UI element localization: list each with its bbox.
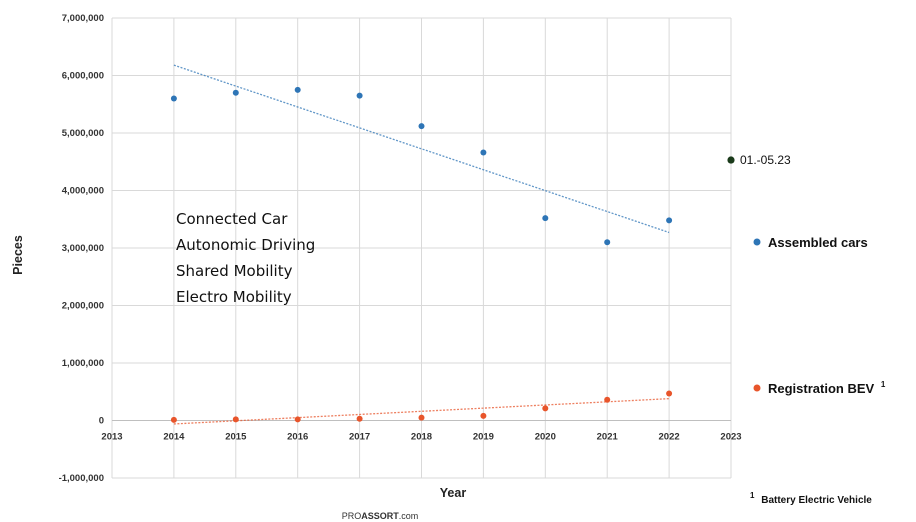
x-tick-label: 2016 bbox=[287, 432, 308, 443]
x-tick-label: 2018 bbox=[411, 432, 432, 443]
data-point bbox=[170, 416, 177, 423]
y-tick-label: 1,000,000 bbox=[62, 358, 104, 369]
data-points bbox=[170, 86, 735, 423]
footnote: 1 Battery Electric Vehicle bbox=[750, 490, 872, 506]
legend-sup: 1 bbox=[881, 380, 886, 389]
data-point bbox=[170, 95, 177, 102]
data-point bbox=[232, 416, 239, 423]
x-tick-label: 2019 bbox=[473, 432, 494, 443]
y-tick-label: 6,000,000 bbox=[62, 71, 104, 82]
legend-label-assembled: Assembled cars bbox=[768, 235, 868, 250]
data-point bbox=[666, 390, 673, 397]
legend: Assembled cars Registration BEV 1 bbox=[753, 235, 886, 396]
footnote-sup: 1 bbox=[750, 491, 755, 500]
y-tick-label: 7,000,000 bbox=[62, 13, 104, 24]
data-point bbox=[480, 412, 487, 419]
x-tick-label: 2022 bbox=[659, 432, 680, 443]
x-tick-label: 2020 bbox=[535, 432, 556, 443]
annotation-line: Autonomic Driving bbox=[176, 236, 315, 254]
legend-marker-assembled bbox=[753, 238, 761, 246]
data-point bbox=[604, 396, 611, 403]
x-axis-title: Year bbox=[440, 486, 467, 500]
data-point bbox=[666, 217, 673, 224]
data-point bbox=[356, 415, 363, 422]
data-point bbox=[480, 149, 487, 156]
source-prefix: PRO bbox=[342, 511, 362, 521]
data-point bbox=[604, 239, 611, 246]
x-tick-label: 2014 bbox=[163, 432, 185, 443]
source-credit: PROASSORT.com bbox=[342, 511, 419, 521]
trendline bbox=[173, 398, 670, 425]
data-point bbox=[294, 86, 301, 93]
y-tick-labels: 7,000,000 6,000,000 5,000,000 4,000,000 3,00… bbox=[59, 13, 104, 484]
y-tick-label: 0 bbox=[99, 416, 104, 427]
source-suffix: .com bbox=[399, 511, 419, 521]
data-point bbox=[232, 89, 239, 96]
annotation-line: Electro Mobility bbox=[176, 288, 292, 306]
x-tick-label: 2017 bbox=[349, 432, 370, 443]
y-tick-label: 2,000,000 bbox=[62, 301, 104, 312]
annotation-box: Connected Car Autonomic Driving Shared M… bbox=[176, 210, 315, 306]
legend-label-bev: Registration BEV 1 bbox=[768, 380, 886, 396]
trendline bbox=[173, 64, 670, 234]
data-point bbox=[542, 405, 549, 412]
data-point bbox=[294, 416, 301, 423]
partial-year-label: 01.-05.23 bbox=[740, 153, 791, 167]
data-point bbox=[418, 414, 425, 421]
trendlines bbox=[173, 64, 670, 425]
y-tick-label: -1,000,000 bbox=[59, 473, 104, 484]
x-tick-label: 2023 bbox=[720, 432, 741, 443]
y-tick-label: 5,000,000 bbox=[62, 128, 104, 139]
footnote-text: Battery Electric Vehicle bbox=[761, 495, 872, 506]
y-tick-label: 3,000,000 bbox=[62, 243, 104, 254]
x-tick-label: 2021 bbox=[597, 432, 619, 443]
data-point bbox=[418, 123, 425, 130]
source-brand: ASSORT bbox=[361, 511, 399, 521]
data-point bbox=[356, 92, 363, 99]
y-axis-title: Pieces bbox=[11, 235, 25, 275]
x-tick-labels: 2013 2014 2015 2016 2017 2018 2019 2020 2021 2022… bbox=[101, 432, 741, 443]
legend-label-bev-text: Registration BEV bbox=[768, 381, 875, 396]
data-point bbox=[542, 215, 549, 222]
annotation-line: Shared Mobility bbox=[176, 262, 293, 280]
legend-marker-bev bbox=[753, 384, 761, 392]
y-tick-label: 4,000,000 bbox=[62, 186, 104, 197]
annotation-line: Connected Car bbox=[176, 210, 288, 228]
x-tick-label: 2013 bbox=[101, 432, 122, 443]
x-tick-label: 2015 bbox=[225, 432, 247, 443]
partial-year-point bbox=[727, 156, 735, 164]
